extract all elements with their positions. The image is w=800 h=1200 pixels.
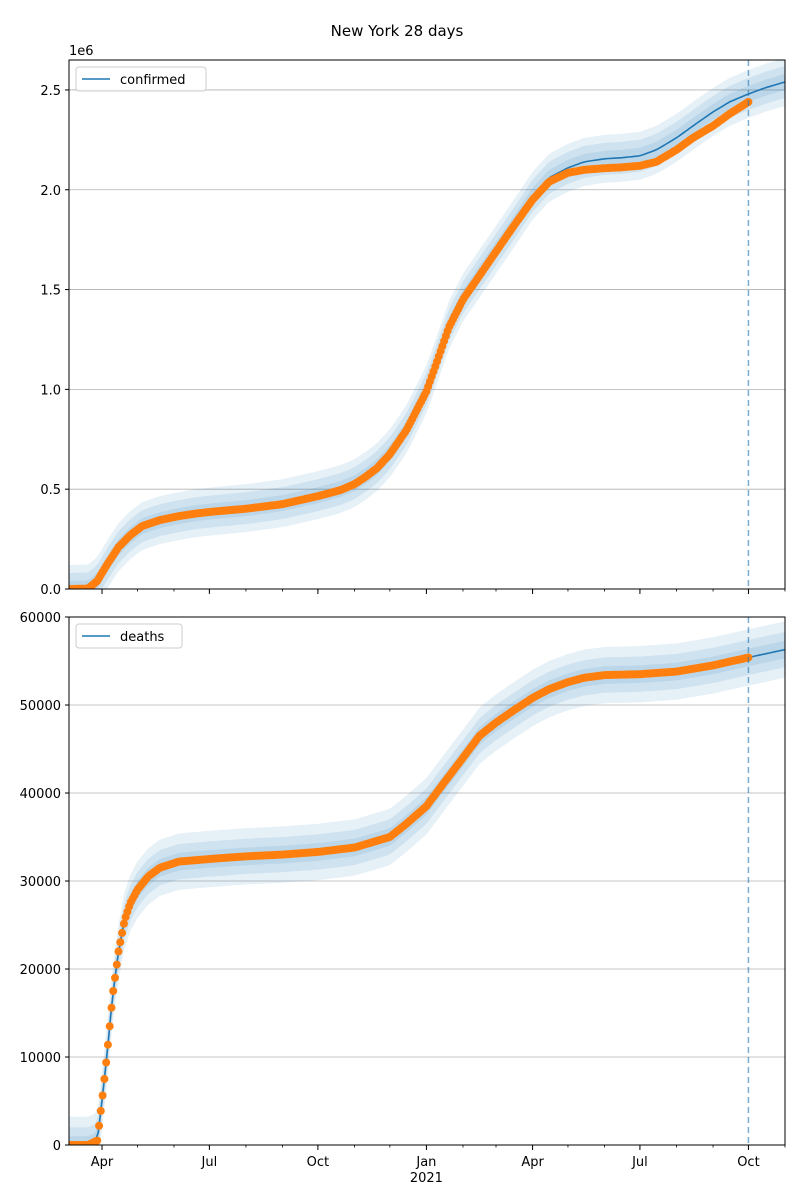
- y-tick-label: 50000: [20, 699, 61, 714]
- y-offset-label: 1e6: [69, 44, 94, 59]
- uncertainty-band: [69, 60, 785, 589]
- observed-point: [98, 1091, 107, 1100]
- x-tick-label: Jul: [631, 1155, 648, 1170]
- observed-point: [93, 1136, 102, 1145]
- y-tick-label: 2.5: [40, 84, 61, 99]
- observed-point: [114, 947, 123, 956]
- y-tick-label: 0.5: [40, 483, 61, 498]
- observed-point: [112, 960, 121, 969]
- observed-point: [100, 1075, 109, 1083]
- y-tick-label: 0: [53, 1139, 61, 1154]
- plot-area: [69, 621, 785, 1145]
- observed-point: [107, 1003, 116, 1012]
- observed-point: [103, 1040, 112, 1049]
- y-tick-label: 10000: [20, 1051, 61, 1066]
- y-tick-label: 0.0: [40, 583, 61, 598]
- y-tick-label: 60000: [20, 611, 61, 626]
- y-tick-label: 2.0: [40, 184, 61, 199]
- legend-label: confirmed: [120, 73, 186, 88]
- y-tick-label: 30000: [20, 875, 61, 890]
- confirmed-panel: 0.0 0.5 1.0 1.5 2.0 2.5 1e6 confirmed: [40, 44, 786, 598]
- x-tick-label: Oct: [307, 1155, 329, 1170]
- y-tick-label: 20000: [20, 963, 61, 978]
- observed-point: [111, 973, 119, 982]
- x-tick-label: Oct: [737, 1155, 759, 1170]
- y-tick-label: 40000: [20, 787, 61, 802]
- y-tick-label: 1.0: [40, 383, 61, 398]
- x-tick-label: Apr: [521, 1155, 544, 1170]
- observed-point: [96, 1106, 105, 1115]
- observed-point: [109, 987, 118, 995]
- uncertainty-band: [69, 621, 785, 1145]
- x-year-label: 2021: [410, 1171, 443, 1186]
- observed-point: [119, 919, 128, 928]
- observed-point: [95, 1121, 104, 1130]
- observed-point: [116, 938, 125, 947]
- observed-point: [118, 928, 127, 937]
- legend-label: deaths: [120, 630, 165, 645]
- x-axis: Apr Jul Oct Jan Apr Jul Oct 2021: [91, 1155, 760, 1186]
- observed-point: [102, 1058, 111, 1067]
- legend: confirmed: [75, 66, 207, 92]
- y-tick-label: 1.5: [40, 284, 61, 299]
- deaths-panel: 0 10000 20000 30000 40000 50000 60000 deaths: [20, 611, 786, 1154]
- observed-point: [105, 1022, 114, 1031]
- x-tick-label: Jul: [201, 1155, 218, 1170]
- figure-title: New York 28 days: [331, 22, 464, 40]
- uncertainty-band: [69, 66, 785, 589]
- axes-frame: [68, 59, 786, 590]
- legend: deaths: [75, 623, 183, 649]
- x-tick-label: Jan: [415, 1155, 436, 1170]
- x-tick-label: Apr: [91, 1155, 114, 1170]
- plot-area: [69, 60, 785, 589]
